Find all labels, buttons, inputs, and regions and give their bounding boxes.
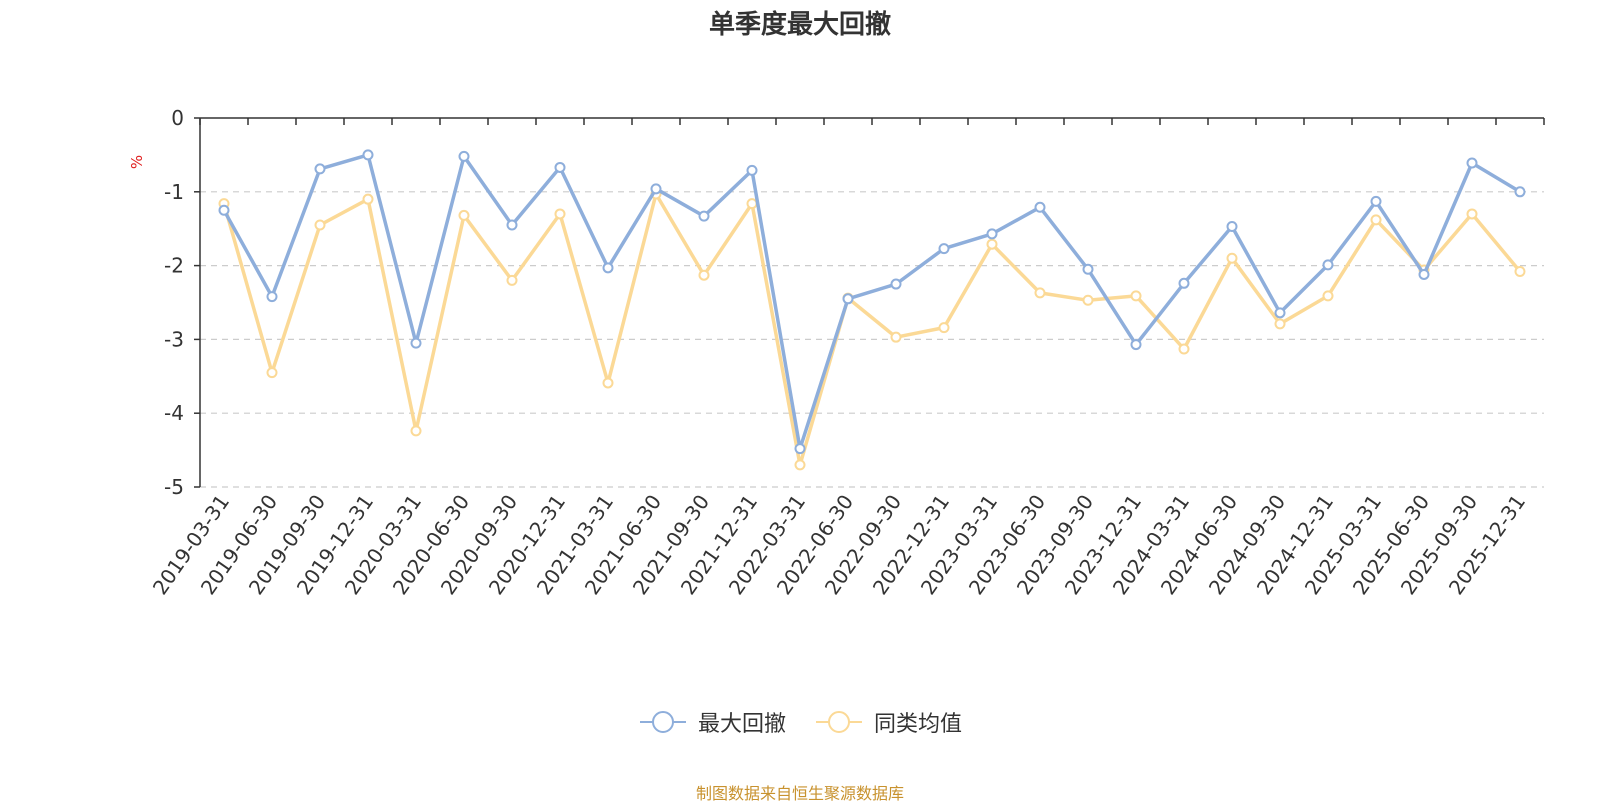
data-point[interactable] — [1322, 290, 1334, 302]
data-point[interactable] — [1034, 287, 1046, 299]
legend-marker-icon — [816, 711, 862, 733]
source-note: 制图数据来自恒生聚源数据库 — [695, 784, 904, 803]
data-point[interactable] — [506, 274, 518, 286]
data-point[interactable] — [410, 337, 422, 349]
data-point[interactable] — [458, 150, 470, 162]
series-line — [222, 153, 1521, 451]
data-point[interactable] — [1274, 318, 1286, 330]
chart-title: 单季度最大回撤 — [708, 10, 891, 40]
y-tick-label: -4 — [164, 401, 184, 425]
data-point[interactable] — [1226, 252, 1238, 264]
legend-label: 同类均值 — [874, 712, 963, 737]
data-point[interactable] — [458, 209, 470, 221]
data-point[interactable] — [938, 322, 950, 334]
data-point[interactable] — [1370, 195, 1382, 207]
data-point[interactable] — [842, 293, 854, 305]
data-point[interactable] — [506, 219, 518, 231]
legend-marker-icon — [639, 711, 686, 733]
data-point[interactable] — [794, 459, 806, 471]
data-point[interactable] — [1130, 290, 1142, 302]
data-point[interactable] — [1466, 208, 1478, 220]
data-point[interactable] — [1466, 157, 1478, 169]
y-tick-label: -2 — [164, 254, 184, 278]
y-tick-label: 0 — [171, 106, 184, 130]
data-point[interactable] — [1418, 268, 1430, 280]
data-point[interactable] — [266, 291, 278, 303]
data-point[interactable] — [602, 377, 614, 389]
data-point[interactable] — [1370, 214, 1382, 226]
data-point[interactable] — [1130, 339, 1142, 351]
data-point[interactable] — [1514, 186, 1526, 198]
data-point[interactable] — [1178, 277, 1190, 289]
series — [218, 149, 1526, 471]
data-point[interactable] — [314, 163, 326, 175]
data-point[interactable] — [314, 219, 326, 231]
data-point[interactable] — [698, 210, 710, 222]
data-point[interactable] — [890, 331, 902, 343]
data-point[interactable] — [362, 193, 374, 205]
data-point[interactable] — [1322, 259, 1334, 271]
data-point[interactable] — [602, 262, 614, 274]
data-point[interactable] — [938, 243, 950, 255]
data-point[interactable] — [698, 269, 710, 281]
data-point[interactable] — [266, 367, 278, 379]
data-point[interactable] — [794, 443, 806, 455]
series-0 — [218, 149, 1526, 455]
legend-label: 最大回撤 — [697, 712, 786, 737]
data-point[interactable] — [1226, 220, 1238, 232]
data-point[interactable] — [1274, 307, 1286, 319]
y-axis-unit: % — [128, 155, 146, 169]
x-axis-labels: 2019-03-312019-06-302019-09-302019-12-31… — [148, 490, 1530, 599]
data-point[interactable] — [1082, 294, 1094, 306]
data-point[interactable] — [218, 204, 230, 216]
data-point[interactable] — [1514, 266, 1526, 278]
data-point[interactable] — [746, 164, 758, 176]
data-point[interactable] — [986, 238, 998, 250]
legend: 最大回撤 同类均值 — [0, 706, 1600, 738]
data-point[interactable] — [362, 149, 374, 161]
data-point[interactable] — [410, 425, 422, 437]
y-tick-label: -1 — [164, 180, 184, 204]
series-1 — [218, 188, 1526, 471]
data-point[interactable] — [1082, 263, 1094, 275]
data-point[interactable] — [554, 161, 566, 173]
legend-item-1[interactable]: 同类均值 — [814, 706, 962, 738]
y-tick-label: -5 — [164, 475, 184, 499]
grid-lines — [200, 191, 1544, 488]
data-point[interactable] — [1178, 343, 1190, 355]
data-point[interactable] — [986, 228, 998, 240]
data-point[interactable] — [554, 208, 566, 220]
legend-item-0[interactable]: 最大回撤 — [638, 706, 786, 738]
series-line — [222, 192, 1522, 467]
data-point[interactable] — [746, 198, 758, 210]
data-point[interactable] — [650, 183, 662, 195]
axes: 0 -1 -2 -3 -4 -5 — [164, 106, 1545, 499]
y-tick-label: -3 — [164, 327, 184, 351]
data-point[interactable] — [890, 278, 902, 290]
data-point[interactable] — [1034, 201, 1046, 213]
